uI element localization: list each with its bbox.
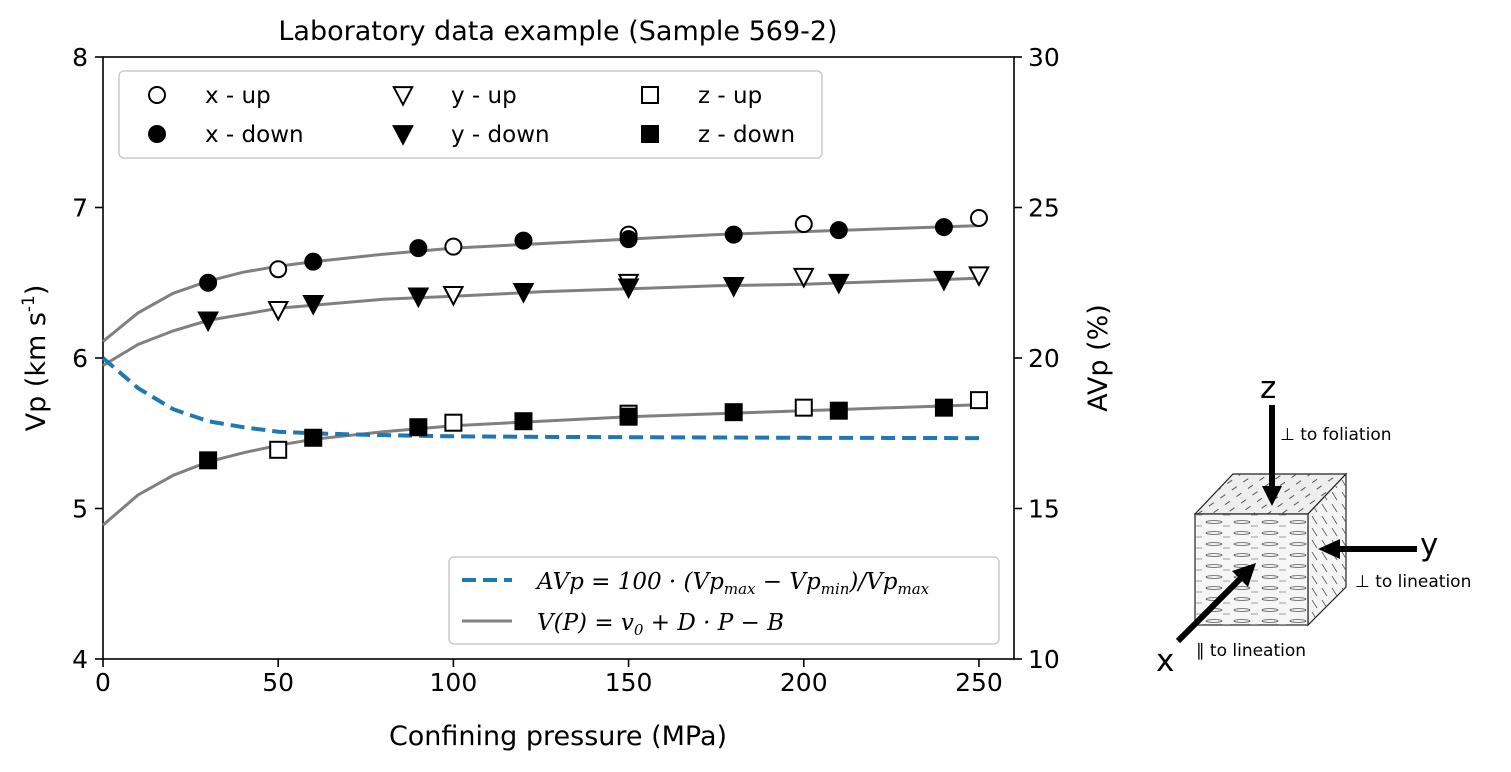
x-down-point xyxy=(829,221,848,240)
chart-title: Laboratory data example (Sample 569-2) xyxy=(278,16,837,47)
fit-x-line xyxy=(102,224,980,343)
x-axis-label: Confining pressure (MPa) xyxy=(389,721,727,752)
legend-label: y - down xyxy=(451,122,550,148)
z-down-point xyxy=(724,403,743,422)
legend-marker-4 xyxy=(392,125,414,146)
z-down-point xyxy=(514,412,533,431)
z-down-point xyxy=(409,418,428,437)
y2-axis-label: AVp (%) xyxy=(1083,304,1114,412)
avp-line xyxy=(101,356,980,441)
legend-markers: x - up y - up z - up x - down y - down z - do… xyxy=(118,70,823,159)
x-down-point xyxy=(724,225,743,244)
legend-fit-text: V(P) = v0 + D · P − B xyxy=(537,610,784,639)
x-down-point xyxy=(199,273,218,292)
y-tick-label: 7 xyxy=(72,194,88,223)
y-up-point xyxy=(968,266,990,288)
y-up-point xyxy=(267,301,290,322)
y-down-point xyxy=(302,295,325,316)
x-down-point xyxy=(934,218,953,237)
z-up-point xyxy=(269,440,288,459)
legend-marker-5 xyxy=(641,125,659,143)
x-up-point xyxy=(444,237,463,256)
y-tick-label: 4 xyxy=(72,645,88,674)
y2-tick-label: 25 xyxy=(1028,194,1060,223)
y-tick-label: 8 xyxy=(72,43,88,72)
y-tick-label: 5 xyxy=(72,495,88,524)
x-up-point xyxy=(969,209,988,228)
y-axis-label: Vp (km s-1) xyxy=(19,285,52,432)
x-down-point xyxy=(619,230,638,249)
y-down-point xyxy=(617,278,640,300)
fit-y-line xyxy=(102,276,980,367)
x-up-point xyxy=(794,215,813,234)
z-up-point xyxy=(969,391,988,410)
legend-label: y - up xyxy=(451,83,517,109)
y-note: ⊥ to lineation xyxy=(1355,572,1471,592)
legend-bottom-box xyxy=(448,556,1000,645)
z-up-point xyxy=(794,398,813,417)
data-points xyxy=(197,209,990,470)
x-down-point xyxy=(409,239,428,258)
y2-tick-label: 20 xyxy=(1028,344,1060,373)
x-tick-label: 150 xyxy=(605,668,653,697)
x-tick-label: 50 xyxy=(262,668,294,697)
y-arrow-head xyxy=(1318,539,1340,559)
legend-curves: AVp = 100 · (Vpmax − Vpmin)/Vpmax V(P) =… xyxy=(448,556,1000,645)
fit-z-line xyxy=(102,403,980,527)
z-up-point xyxy=(444,413,463,432)
y2-tick-label: 15 xyxy=(1028,495,1060,524)
x-axis-letter: x xyxy=(1156,643,1174,679)
y-down-point xyxy=(722,276,745,298)
z-down-point xyxy=(934,398,953,417)
legend-label: x - down xyxy=(205,122,304,148)
x-tick-label: 200 xyxy=(780,668,828,697)
z-arrow-head xyxy=(1262,486,1282,506)
x-tick-label: 250 xyxy=(955,668,1003,697)
z-axis-letter: z xyxy=(1260,370,1276,406)
legend-marker-1 xyxy=(392,86,414,107)
y-down-point xyxy=(197,311,219,333)
x-down-point xyxy=(514,231,533,250)
y-down-point xyxy=(407,287,430,309)
z-down-point xyxy=(829,401,848,420)
z-down-point xyxy=(619,407,638,426)
x-up-point xyxy=(269,260,288,279)
y2-tick-label: 10 xyxy=(1028,645,1060,674)
legend-marker-2 xyxy=(641,86,659,104)
legend-label: z - up xyxy=(698,83,762,109)
z-down-point xyxy=(199,451,218,470)
legend-label: z - down xyxy=(698,122,795,148)
x-tick-label: 100 xyxy=(430,668,478,697)
y-down-point xyxy=(827,273,850,295)
legend-label: x - up xyxy=(205,83,271,109)
legend-avp-text: AVp = 100 · (Vpmax − Vpmin)/Vpmax xyxy=(535,569,930,598)
orientation-inset: z ⊥ to foliation y ⊥ to lineation x ∥ to… xyxy=(1156,370,1471,679)
fit-curves xyxy=(101,224,980,527)
legend-marker-0 xyxy=(148,86,166,104)
y-down-point xyxy=(933,270,955,292)
axis-ticks: 0 50 100 150 200 250 4 5 6 7 8 10 15 20 25 30 xyxy=(72,43,1060,697)
y-axis-letter: y xyxy=(1420,527,1438,563)
y-up-point xyxy=(792,267,815,289)
legend-marker-3 xyxy=(148,125,166,143)
y-down-point xyxy=(512,282,535,304)
z-note: ⊥ to foliation xyxy=(1280,425,1392,445)
x-down-point xyxy=(304,252,323,271)
y-tick-label: 6 xyxy=(72,344,88,373)
y-up-point xyxy=(442,285,465,307)
x-note: ∥ to lineation xyxy=(1196,641,1306,661)
x-tick-label: 0 xyxy=(95,668,111,697)
y2-tick-label: 30 xyxy=(1028,43,1060,72)
z-down-point xyxy=(304,428,323,447)
x-arrow-shaft xyxy=(1175,575,1244,644)
x-arrow-head xyxy=(1232,563,1256,587)
